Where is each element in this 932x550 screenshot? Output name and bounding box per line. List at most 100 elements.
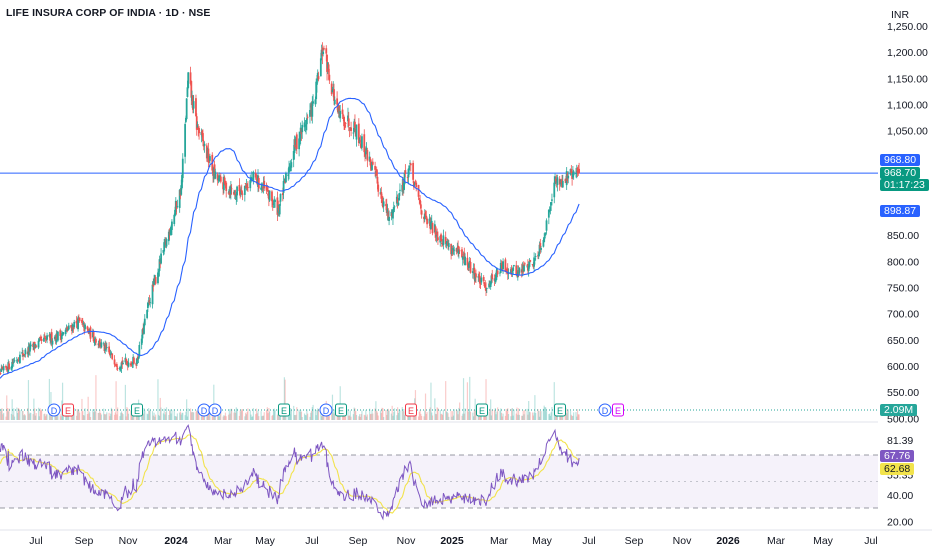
candle-body bbox=[138, 345, 141, 357]
price-tick-label: 850.00 bbox=[887, 230, 919, 242]
volume-bar bbox=[125, 416, 127, 420]
candle-body bbox=[388, 216, 390, 221]
volume-bar bbox=[300, 411, 303, 420]
earnings-marker-label: E bbox=[65, 406, 71, 416]
candle-body bbox=[461, 256, 464, 260]
candle-body bbox=[434, 226, 437, 238]
candle-body bbox=[279, 193, 282, 202]
candle-body bbox=[404, 170, 407, 174]
volume-bar bbox=[13, 408, 15, 420]
candle-body bbox=[386, 208, 389, 215]
volume-bar bbox=[386, 409, 389, 420]
candle-body bbox=[40, 339, 43, 341]
volume-bar bbox=[382, 408, 384, 420]
volume-bar bbox=[566, 409, 569, 420]
candle-body bbox=[420, 210, 423, 215]
volume-bar bbox=[435, 414, 437, 420]
volume-bar bbox=[446, 411, 448, 420]
volume-bar bbox=[137, 415, 139, 420]
volume-bar bbox=[518, 414, 520, 420]
candle-body bbox=[409, 163, 412, 166]
candle-body bbox=[257, 177, 260, 189]
candle-body bbox=[396, 198, 399, 204]
candle-body bbox=[250, 177, 253, 179]
dividend-marker bbox=[598, 403, 612, 417]
volume-bar bbox=[274, 410, 276, 420]
volume-bar bbox=[30, 412, 32, 420]
volume-bar bbox=[440, 414, 442, 420]
volume-bar bbox=[299, 411, 301, 420]
dividend-marker-label: D bbox=[51, 406, 58, 416]
candle-body bbox=[376, 176, 379, 184]
dividend-marker bbox=[47, 403, 61, 417]
candle-body bbox=[209, 156, 211, 161]
volume-bar bbox=[234, 410, 236, 420]
volume-bar bbox=[261, 416, 263, 420]
volume-bar bbox=[98, 412, 100, 420]
candle-body bbox=[538, 244, 541, 255]
volume-bar bbox=[271, 415, 273, 420]
candle-body bbox=[174, 209, 176, 216]
volume-bar bbox=[298, 409, 300, 420]
volume-bar bbox=[370, 413, 372, 420]
volume-bar bbox=[240, 411, 242, 420]
volume-bar bbox=[527, 414, 529, 420]
candle-body bbox=[540, 248, 542, 250]
candle-body bbox=[357, 123, 360, 144]
volume-bar bbox=[60, 416, 62, 420]
volume-bar bbox=[197, 411, 199, 420]
candle-body bbox=[22, 355, 25, 357]
candle-body bbox=[175, 201, 178, 209]
volume-bar bbox=[326, 414, 328, 420]
volume-bar bbox=[521, 415, 523, 420]
volume-bar bbox=[380, 413, 382, 420]
volume-bar bbox=[158, 414, 160, 420]
volume-bar bbox=[258, 416, 260, 420]
candle-body bbox=[355, 124, 358, 140]
candle-body bbox=[485, 288, 488, 289]
candle-body bbox=[298, 138, 301, 150]
price-tick-label: 1,150.00 bbox=[887, 73, 928, 85]
volume-bar bbox=[545, 411, 548, 420]
volume-bar bbox=[294, 415, 296, 420]
volume-bar bbox=[485, 379, 487, 420]
volume-bar bbox=[393, 408, 396, 420]
volume-bar bbox=[92, 412, 95, 420]
candle-body bbox=[267, 193, 269, 196]
volume-bar bbox=[310, 410, 313, 420]
currency-label: INR bbox=[891, 9, 910, 21]
candle-body bbox=[415, 182, 418, 188]
volume-bar bbox=[369, 408, 371, 420]
volume-bar bbox=[51, 416, 54, 420]
volume-bar bbox=[57, 412, 59, 420]
candle-body bbox=[322, 51, 325, 55]
volume-bar bbox=[39, 408, 41, 420]
volume-bar bbox=[93, 409, 95, 420]
ma-value-badge: 898.87 bbox=[880, 205, 921, 217]
time-axis: Jul Sep Nov 2024 Mar May Jul Sep Nov 2025 Mar May Ju… bbox=[29, 535, 877, 547]
volume-bar bbox=[418, 411, 420, 420]
candle-body bbox=[464, 256, 466, 266]
candle-body bbox=[137, 357, 140, 359]
volume-bar bbox=[195, 411, 197, 420]
candle-body bbox=[491, 274, 494, 280]
candle-body bbox=[67, 325, 70, 330]
volume-bar bbox=[455, 409, 458, 420]
candle-body bbox=[570, 169, 573, 174]
volume-bar bbox=[468, 409, 470, 420]
candle-body bbox=[148, 300, 151, 304]
volume-bar bbox=[103, 408, 105, 420]
candle-body bbox=[146, 309, 149, 318]
candle-body bbox=[222, 177, 225, 191]
volume-bar bbox=[54, 413, 57, 420]
candle-body bbox=[458, 250, 461, 252]
volume-bar bbox=[495, 414, 497, 420]
volume-bar bbox=[450, 410, 452, 420]
candle-body bbox=[330, 83, 333, 95]
volume-bar bbox=[448, 416, 450, 420]
candle-body bbox=[412, 162, 415, 180]
candle-body bbox=[392, 207, 395, 210]
candle-body bbox=[241, 193, 244, 195]
candle-body bbox=[236, 186, 238, 196]
